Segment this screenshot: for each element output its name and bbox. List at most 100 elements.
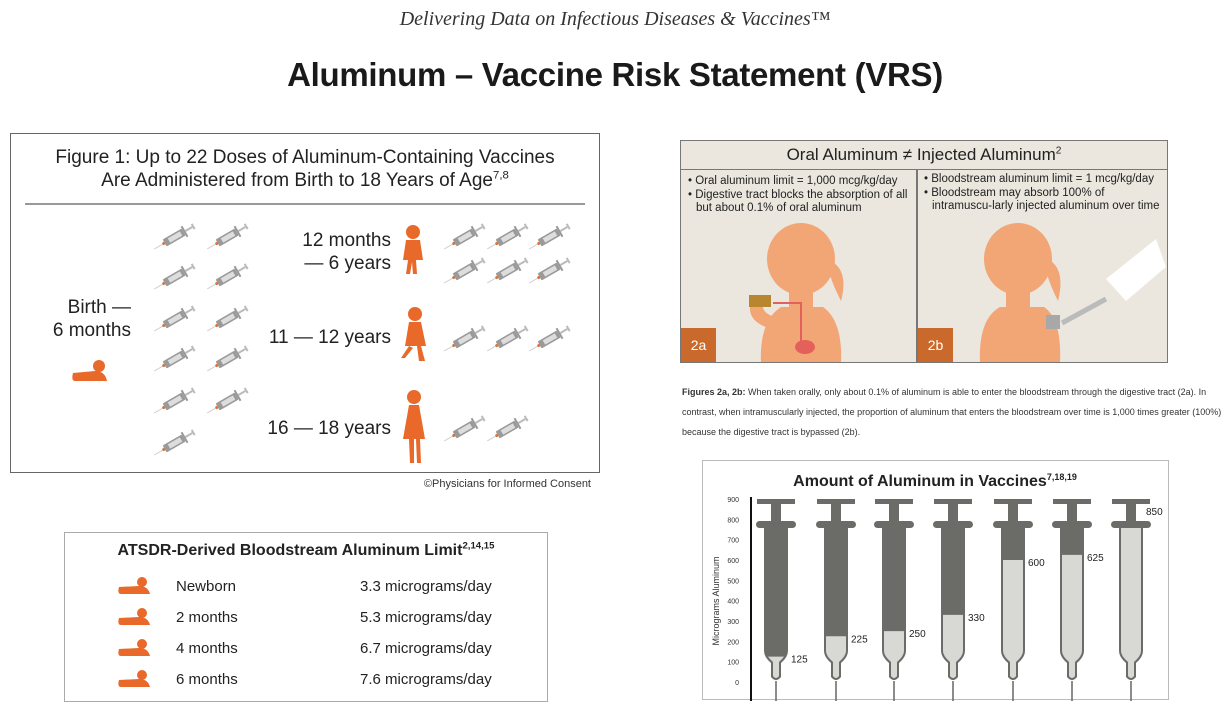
chart-title: Amount of Aluminum in Vaccines7,18,19 <box>793 472 1077 490</box>
oral-title: Oral Aluminum ≠ Injected Aluminum2 <box>681 141 1167 170</box>
plunger-cap <box>875 499 913 504</box>
tagline: Delivering Data on Infectious Diseases &… <box>399 8 831 30</box>
data-label: 330 <box>968 613 985 624</box>
syringe-icon <box>441 222 489 252</box>
age-label-line: 12 months <box>302 230 391 251</box>
y-tick-label: 400 <box>727 599 739 606</box>
infant-icon <box>118 670 150 687</box>
infant-icon <box>118 608 150 625</box>
infant-icon <box>72 360 107 381</box>
copyright: ©Physicians for Informed Consent <box>423 478 591 490</box>
syringe-icon <box>204 304 252 334</box>
age: Newborn <box>176 578 237 595</box>
injected-bullets: • Bloodstream aluminum limit = 1 mcg/kg/… <box>924 173 1160 212</box>
table-row: Newborn 3.3 micrograms/day <box>65 576 547 600</box>
limit: 5.3 micrograms/day <box>360 609 492 626</box>
syringe-icon <box>484 256 532 286</box>
teen-icon <box>403 390 425 463</box>
plunger-rod <box>1067 504 1077 522</box>
syringe-icon <box>526 324 574 354</box>
age-label-line: 6 months <box>52 320 131 341</box>
syringe-icon <box>151 428 199 458</box>
age: 2 months <box>176 609 238 626</box>
limit: 6.7 micrograms/day <box>360 640 492 657</box>
y-tick-label: 200 <box>727 639 739 646</box>
y-tick-label: 600 <box>727 558 739 565</box>
table-row: 2 months 5.3 micrograms/day <box>65 607 547 631</box>
syringe-icon <box>151 386 199 416</box>
data-label: 850 <box>1146 507 1163 518</box>
plunger-cap <box>934 499 972 504</box>
syringe-icon <box>151 344 199 374</box>
aluminum-chart: Amount of Aluminum in Vaccines7,18,19 Mi… <box>702 460 1169 701</box>
plunger-cap <box>757 499 795 504</box>
y-tick-label: 0 <box>735 680 739 687</box>
plunger-cap <box>1112 499 1150 504</box>
barrel <box>764 528 788 680</box>
page-title: Aluminum – Vaccine Risk Statement (VRS) <box>287 56 943 93</box>
bullet: Bloodstream aluminum limit = 1 mcg/kg/da… <box>931 173 1154 185</box>
divider <box>25 203 585 205</box>
oral-vs-injected-figure: Oral Aluminum ≠ Injected Aluminum2 • Ora… <box>680 140 1168 363</box>
limit: 3.3 micrograms/day <box>360 578 492 595</box>
y-tick-label: 100 <box>727 660 739 667</box>
aluminum-fill <box>943 614 963 678</box>
aluminum-fill <box>826 636 846 678</box>
data-label: 225 <box>851 634 868 645</box>
figure-1-title-line2: Are Administered from Birth to 18 Years … <box>101 170 493 191</box>
plunger-cap <box>817 499 855 504</box>
flange <box>816 521 856 528</box>
flange <box>1111 521 1151 528</box>
plunger-rod <box>889 504 899 522</box>
syringe-bar: 625 <box>1052 499 1104 701</box>
syringe-icon <box>204 222 252 252</box>
figure-1-title: Figure 1: Up to 22 Doses of Aluminum-Con… <box>11 146 599 192</box>
panel-divider <box>916 170 918 362</box>
syringe-icon <box>484 324 532 354</box>
plunger-rod <box>948 504 958 522</box>
plunger-rod <box>1126 504 1136 522</box>
infant-icon <box>118 639 150 656</box>
caption-text: When taken orally, only about 0.1% of al… <box>682 387 1222 437</box>
syringe-icon <box>441 256 489 286</box>
age-label-teen: 16 — 18 years <box>267 418 391 439</box>
badge-2b: 2b <box>918 328 953 362</box>
badge-2a: 2a <box>681 328 716 362</box>
limit: 7.6 micrograms/day <box>360 671 492 688</box>
atsdr-limits-table: ATSDR-Derived Bloodstream Aluminum Limit… <box>64 532 548 702</box>
y-axis-label: Micrograms Aluminum <box>711 556 721 645</box>
plunger-cap <box>994 499 1032 504</box>
table-row: 6 months 7.6 micrograms/day <box>65 669 547 693</box>
syringe-icon <box>484 222 532 252</box>
child-icon <box>401 307 426 361</box>
age-label-birth: Birth — 6 months <box>31 296 131 342</box>
oral-bullets: • Oral aluminum limit = 1,000 mcg/kg/day… <box>688 175 908 215</box>
syringe-icon <box>441 414 489 444</box>
y-tick-label: 300 <box>727 619 739 626</box>
figure-caption: Figures 2a, 2b: When taken orally, only … <box>682 382 1230 442</box>
girl-injection-illustration <box>979 223 1166 362</box>
figure-1-doses: Figure 1: Up to 22 Doses of Aluminum-Con… <box>10 133 600 473</box>
data-label: 625 <box>1087 553 1104 564</box>
data-label: 125 <box>791 655 808 666</box>
flange <box>756 521 796 528</box>
syringe-bar: 850 <box>1111 499 1163 701</box>
girl-eating-illustration <box>749 223 844 362</box>
aluminum-fill <box>1062 554 1082 678</box>
chart-svg: Amount of Aluminum in Vaccines7,18,19 Mi… <box>711 472 1163 701</box>
y-tick-label: 500 <box>727 578 739 585</box>
age: 4 months <box>176 640 238 657</box>
atsdr-refs: 2,14,15 <box>462 540 495 552</box>
bullet: Digestive tract blocks the absorption of… <box>695 188 908 215</box>
syringe-icon <box>441 324 489 354</box>
flange <box>993 521 1033 528</box>
syringe-bar: 225 <box>816 499 868 701</box>
chart-title-text: Amount of Aluminum in Vaccines <box>793 473 1047 490</box>
aluminum-fill <box>767 656 785 678</box>
data-label: 250 <box>909 629 926 640</box>
age-label-child: 11 — 12 years <box>268 327 391 348</box>
plunger-rod <box>1008 504 1018 522</box>
syringe-icon <box>484 414 532 444</box>
aluminum-fill <box>1003 560 1023 678</box>
syringe-bar: 250 <box>874 499 926 701</box>
